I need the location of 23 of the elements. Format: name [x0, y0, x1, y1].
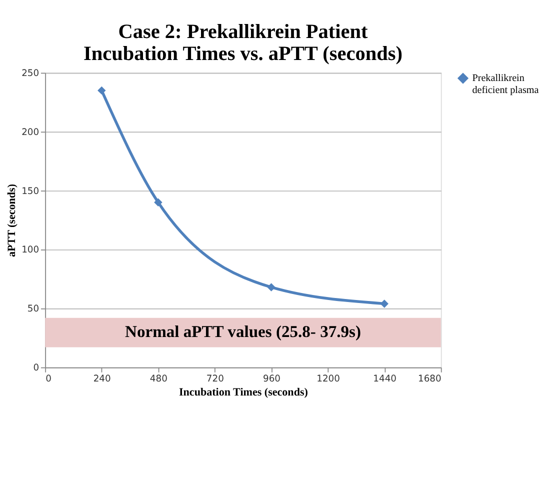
- x-tick-label: 1680: [418, 374, 442, 385]
- x-tick-label: 1200: [316, 374, 340, 385]
- y-tick-label: 50: [27, 304, 40, 315]
- legend-label: Prekallikrein deficient plasma: [472, 73, 540, 96]
- x-tick-label: 960: [262, 374, 281, 385]
- point: [154, 198, 162, 206]
- x-tick-label: 240: [93, 374, 112, 385]
- y-tick-label: 100: [22, 244, 40, 256]
- y-axis-title: aPTT (seconds): [6, 184, 18, 258]
- x-axis-title: Incubation Times (seconds): [178, 386, 308, 398]
- x-tick-label: 0: [46, 374, 52, 385]
- y-tick-label: 0: [33, 362, 40, 374]
- y-tick-label: 250: [22, 68, 40, 79]
- y-tick-label: 150: [22, 186, 40, 197]
- x-tick-label: 1440: [373, 374, 397, 385]
- chart-title: Case 2: Prekallikrein Patient Incubation Times vs. aPTT (seconds): [83, 20, 403, 65]
- x-tick-label: 480: [150, 374, 168, 385]
- point: [380, 300, 388, 308]
- point: [98, 86, 106, 95]
- y-tick-label: 200: [22, 126, 40, 138]
- point: [267, 283, 276, 292]
- x-tick-label: 720: [206, 374, 224, 385]
- band-label: Normal aPTT values (25.8- 37.9s): [125, 322, 361, 342]
